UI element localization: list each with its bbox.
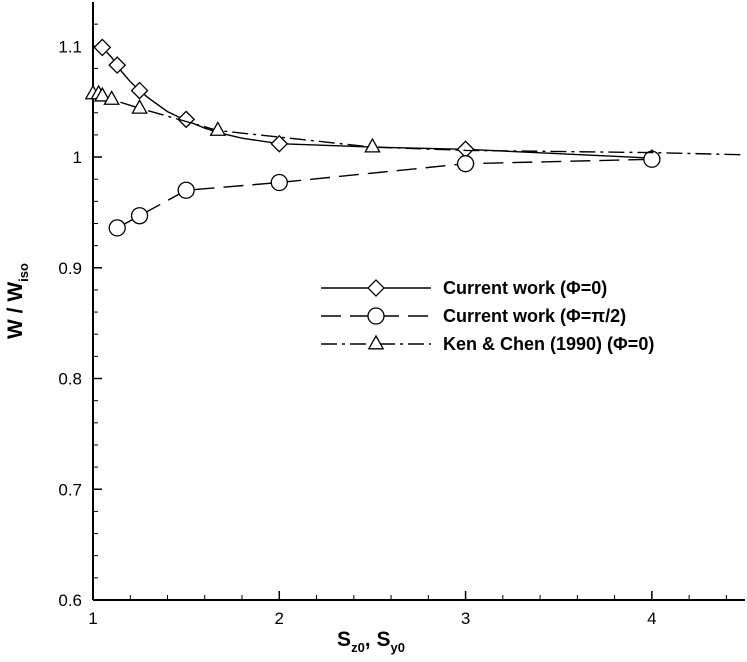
x-tick-label: 4 [647, 609, 656, 628]
legend-label: Current work (Φ=π/2) [443, 306, 626, 326]
y-tick-label: 1 [73, 148, 82, 167]
x-axis-title-sub1: z0 [351, 640, 365, 655]
legend-entry-1: Current work (Φ=0) [321, 278, 607, 298]
x-axis-title-sub2: y0 [390, 640, 404, 655]
x-axis-title: Sz0, Sy0 [337, 628, 405, 655]
axis-ticks: 1 2 3 4 0.6 0.7 0.8 0.9 1 1.1 [58, 23, 727, 628]
circle-marker [456, 155, 475, 173]
triangle-marker [364, 137, 381, 153]
y-axis-title: W / Wiso [4, 263, 31, 339]
diamond-marker [108, 56, 127, 75]
legend: Current work (Φ=0) Current work (Φ=π/2) Ke… [321, 278, 654, 354]
triangle-marker [103, 90, 120, 105]
y-tick-label: 0.7 [58, 480, 82, 499]
diamond-marker [270, 134, 289, 153]
legend-diamond-marker [367, 279, 385, 297]
x-tick-label: 3 [461, 609, 470, 628]
diamond-marker [93, 38, 112, 57]
y-axis-title-main: W / W [4, 282, 27, 339]
plot-frame [92, 2, 745, 601]
circle-marker [130, 207, 149, 225]
y-tick-label: 1.1 [58, 37, 82, 56]
legend-label: Ken & Chen (1990) (Φ=0) [443, 334, 654, 354]
x-tick-label: 2 [275, 609, 284, 628]
series-line [101, 46, 652, 159]
legend-circle-marker [367, 307, 385, 325]
legend-entry-2: Current work (Φ=π/2) [321, 306, 626, 326]
x-axis-title-main1: S [337, 628, 351, 651]
y-tick-label: 0.9 [58, 259, 82, 278]
x-tick-label: 1 [88, 609, 97, 628]
legend-label: Current work (Φ=0) [443, 278, 607, 298]
circle-marker [270, 173, 288, 192]
series-3 [84, 84, 746, 156]
y-tick-label: 0.6 [58, 591, 82, 610]
legend-entry-3: Ken & Chen (1990) (Φ=0) [321, 334, 654, 354]
y-tick-label: 0.8 [58, 370, 82, 389]
legend-triangle-marker [367, 334, 385, 350]
series-2 [108, 150, 661, 237]
circle-marker [643, 150, 661, 168]
diamond-marker [456, 140, 475, 159]
circle-marker [177, 181, 195, 199]
x-axis-title-sep: , [365, 628, 377, 651]
series-layer [84, 38, 746, 237]
series-line [116, 158, 652, 229]
y-axis-title-sub: iso [16, 263, 31, 282]
x-axis-title-main2: S [376, 628, 390, 651]
diamond-marker [177, 110, 196, 129]
triangle-marker [94, 86, 111, 102]
series-line [93, 93, 746, 156]
circle-marker [108, 219, 126, 237]
diamond-marker [130, 81, 149, 100]
triangle-marker [209, 121, 227, 136]
triangle-marker [131, 98, 148, 114]
